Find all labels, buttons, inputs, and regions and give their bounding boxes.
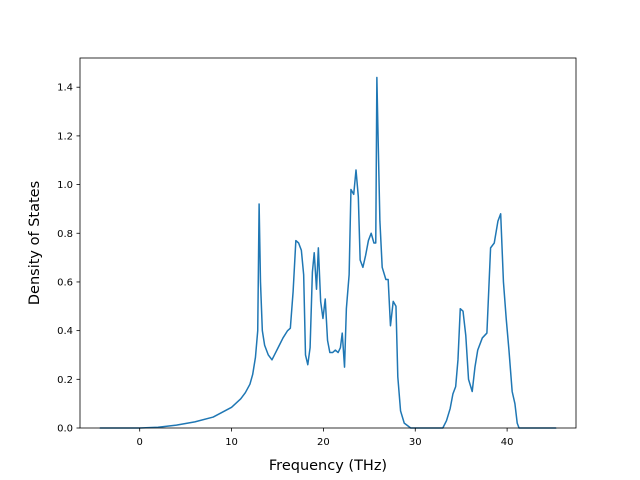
x-axis-title: Frequency (THz) (269, 458, 387, 474)
x-axis-ticks: 0 10 20 30 40 (137, 428, 514, 448)
y-tick-label: 1.4 (57, 83, 73, 94)
y-tick-label: 0.2 (57, 375, 73, 386)
dos-series-line (99, 76, 557, 429)
axes-frame (79, 57, 577, 429)
x-tick-label: 10 (225, 437, 238, 448)
y-axis-title: Density of States (27, 181, 43, 305)
plot-area (99, 76, 557, 429)
y-axis-ticks: 0.0 0.2 0.4 0.6 0.8 1.0 1.2 1.4 (57, 83, 80, 435)
y-tick-label: 1.2 (57, 131, 73, 142)
x-tick-label: 30 (409, 437, 422, 448)
y-tick-label: 1.0 (57, 180, 73, 191)
x-tick-label: 20 (317, 437, 330, 448)
x-tick-label: 0 (137, 437, 143, 448)
x-tick-label: 40 (501, 437, 514, 448)
y-tick-label: 0.4 (57, 326, 73, 337)
y-tick-label: 0.8 (57, 229, 73, 240)
y-tick-label: 0.6 (57, 277, 73, 288)
y-tick-label: 0.0 (57, 424, 73, 435)
